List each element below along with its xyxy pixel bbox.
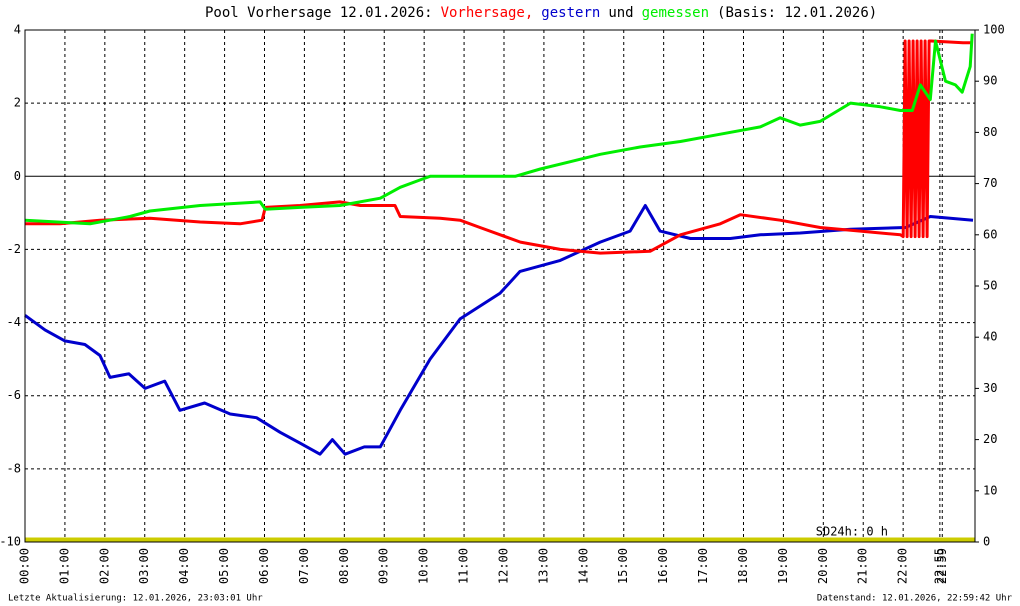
legend-entry: gemessen (642, 5, 709, 21)
x-tick-label: 15:00 (616, 548, 630, 584)
x-tick-label: 16:00 (656, 548, 670, 584)
y2-tick-label: 60 (983, 227, 997, 241)
x-tick-label: 10:00 (417, 548, 431, 584)
data-line (25, 39, 973, 255)
x-tick-label: 17:00 (696, 548, 710, 584)
footer-left: Letzte Aktualisierung: 12.01.2026, 23:03… (8, 594, 263, 604)
title-text: Pool Vorhersage 12.01.2026: (205, 5, 433, 21)
y2-tick-label: 0 (983, 535, 990, 549)
x-tick-label: 22:00 (896, 548, 910, 584)
x-tick-label: 20:00 (816, 548, 830, 584)
x-tick-label: 14:00 (576, 548, 590, 584)
x-tick-label: 01:00 (57, 548, 71, 584)
data-line (24, 204, 974, 456)
y-tick-label: 4 (14, 23, 21, 37)
x-tick-label: 02:00 (97, 548, 111, 584)
x-tick-label: 22:55 (932, 548, 946, 584)
annotation: SD24h: 0 h (816, 525, 888, 539)
x-tick-label: 21:00 (856, 548, 870, 584)
x-tick-label: 13:00 (536, 548, 550, 584)
y2-tick-label: 50 (983, 279, 997, 293)
x-tick-label: 00:00 (18, 548, 32, 584)
x-tick-label: 07:00 (297, 548, 311, 584)
title-text: und (608, 5, 633, 21)
legend-entry: Vorhersage, (441, 5, 534, 21)
x-tick-label: 04:00 (177, 548, 191, 584)
footer-right: Datenstand: 12.01.2026, 22:59:42 Uhr (817, 594, 1013, 604)
x-tick-label: 05:00 (217, 548, 231, 584)
y-tick-label: -8 (7, 461, 21, 475)
x-tick-label: 22:59 (935, 548, 949, 584)
x-tick-label: 19:00 (776, 548, 790, 584)
y2-tick-label: 20 (983, 432, 997, 446)
y-tick-label: 0 (14, 169, 21, 183)
x-tick-label: 03:00 (137, 548, 151, 584)
legend-entry: gestern (541, 5, 600, 21)
x-tick-label: 18:00 (736, 548, 750, 584)
x-tick-label: 06:00 (257, 548, 271, 584)
y-tick-label: -2 (7, 242, 21, 256)
y2-tick-label: 10 (983, 483, 997, 497)
x-tick-label: 11:00 (457, 548, 471, 584)
x-tick-label: 09:00 (377, 548, 391, 584)
y-tick-label: -10 (0, 535, 21, 549)
y2-tick-label: 80 (983, 125, 997, 139)
data-line (24, 33, 974, 226)
y2-tick-label: 90 (983, 74, 997, 88)
y2-tick-label: 100 (983, 23, 1005, 37)
title-text: (Basis: 12.01.2026) (717, 5, 877, 21)
y2-tick-label: 70 (983, 176, 997, 190)
y-tick-label: 2 (14, 96, 21, 110)
y2-tick-label: 30 (983, 381, 997, 395)
chart-title: Pool Vorhersage 12.01.2026: Vorhersage, ge… (205, 5, 877, 21)
x-tick-label: 12:00 (496, 548, 510, 584)
y2-tick-label: 40 (983, 330, 997, 344)
y-tick-label: -4 (7, 315, 21, 329)
y-tick-label: -6 (7, 388, 21, 402)
x-tick-label: 08:00 (337, 548, 351, 584)
plot-frame (24, 29, 976, 543)
